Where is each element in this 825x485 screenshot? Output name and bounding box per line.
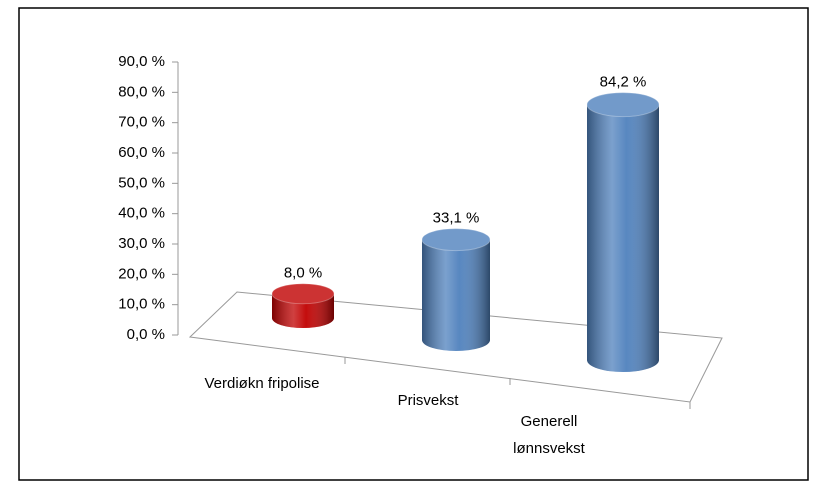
y-tick-label: 70,0 % <box>118 114 165 131</box>
value-label: 84,2 % <box>600 74 647 91</box>
chart-frame <box>18 7 809 481</box>
bar-shade <box>587 104 659 373</box>
y-tick-label: 0,0 % <box>127 326 165 343</box>
y-tick-label: 10,0 % <box>118 296 165 313</box>
floor <box>188 291 723 403</box>
y-tick-label: 80,0 % <box>118 83 165 100</box>
y-tick-label: 30,0 % <box>118 235 165 252</box>
bar-top-light <box>422 228 490 251</box>
bar-top <box>421 228 491 252</box>
value-label: 8,0 % <box>284 265 322 282</box>
x-tick-label: Verdiøkn fripolise <box>204 375 320 392</box>
y-tick-label: 60,0 % <box>118 144 165 161</box>
bar-shade <box>422 239 490 351</box>
y-tick-label: 90,0 % <box>118 53 165 70</box>
bar-top-light <box>272 283 334 304</box>
x-tick-label: Generell lønnsvekst <box>513 413 585 457</box>
y-tick-label: 40,0 % <box>118 205 165 222</box>
y-tick-label: 50,0 % <box>118 174 165 191</box>
bar-top <box>586 92 660 118</box>
bar-top <box>271 283 335 305</box>
y-tick-label: 20,0 % <box>118 265 165 282</box>
value-label: 33,1 % <box>433 210 480 227</box>
bar-top-light <box>587 92 659 117</box>
x-tick-label: Prisvekst <box>397 392 459 409</box>
